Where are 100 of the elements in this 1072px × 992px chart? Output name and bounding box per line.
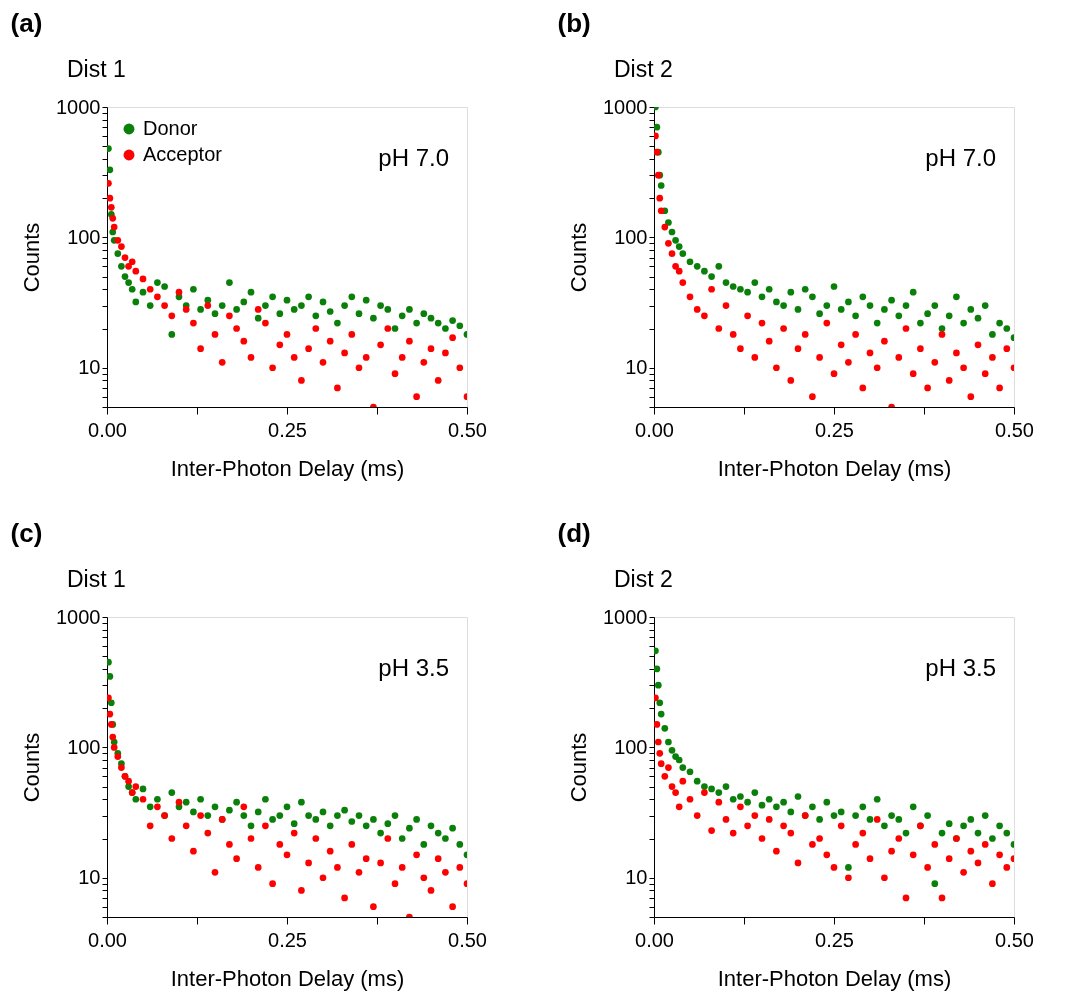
- point: [121, 273, 129, 280]
- point: [809, 841, 816, 848]
- point: [837, 808, 845, 816]
- point: [830, 812, 838, 819]
- point: [283, 803, 291, 811]
- point: [413, 816, 420, 823]
- point: [661, 223, 669, 231]
- point: [816, 835, 823, 842]
- point: [744, 822, 751, 830]
- point: [182, 822, 190, 830]
- point: [981, 841, 989, 848]
- point: [125, 777, 132, 785]
- point: [456, 322, 464, 330]
- point: [661, 772, 669, 780]
- point: [902, 829, 910, 837]
- point: [107, 194, 114, 202]
- point: [434, 855, 442, 863]
- point: [182, 306, 190, 313]
- point: [751, 789, 759, 796]
- y-tick-label: 10: [625, 356, 648, 379]
- point: [109, 733, 117, 741]
- point: [675, 756, 683, 764]
- chart-title: (c): [10, 518, 43, 548]
- point: [247, 835, 255, 842]
- point: [276, 841, 284, 848]
- point: [866, 349, 874, 357]
- point: [348, 818, 356, 825]
- chart-subtitle: Dist 2: [614, 56, 673, 82]
- point: [168, 331, 176, 338]
- point: [1003, 829, 1011, 837]
- point: [656, 749, 664, 757]
- point: [334, 384, 341, 392]
- point: [341, 302, 348, 309]
- point: [780, 798, 787, 806]
- point: [262, 822, 269, 830]
- point: [656, 194, 664, 202]
- point: [765, 337, 773, 345]
- point: [701, 789, 708, 796]
- point: [247, 822, 255, 830]
- point: [996, 384, 1003, 392]
- point: [801, 285, 809, 293]
- point: [902, 302, 910, 309]
- point: [427, 314, 435, 322]
- point: [442, 835, 449, 842]
- point: [945, 377, 953, 384]
- point: [787, 808, 795, 816]
- point: [298, 377, 305, 384]
- point: [132, 783, 140, 790]
- point: [341, 349, 348, 357]
- point: [873, 364, 881, 372]
- point: [161, 283, 168, 290]
- point: [262, 795, 269, 803]
- point: [240, 337, 248, 345]
- point: [175, 288, 183, 296]
- point: [801, 331, 809, 338]
- point: [708, 285, 715, 293]
- point: [751, 279, 759, 286]
- point: [960, 319, 967, 327]
- point: [442, 349, 449, 357]
- point: [989, 835, 996, 842]
- point: [729, 283, 737, 290]
- point: [737, 793, 744, 800]
- point: [305, 345, 312, 353]
- point: [765, 816, 773, 823]
- point: [456, 364, 464, 372]
- point: [654, 665, 661, 673]
- point: [290, 829, 298, 837]
- point: [341, 806, 348, 814]
- point: [398, 864, 406, 871]
- point: [233, 325, 240, 332]
- point: [132, 298, 140, 306]
- point: [693, 812, 701, 819]
- point: [312, 325, 320, 332]
- point: [665, 239, 672, 247]
- point: [881, 306, 888, 313]
- point: [693, 262, 701, 270]
- point: [114, 250, 122, 258]
- point: [665, 219, 672, 226]
- point: [355, 869, 363, 876]
- x-axis-title: Inter-Photon Delay (ms): [170, 455, 405, 481]
- point: [737, 345, 744, 353]
- y-tick-label: 100: [614, 735, 648, 758]
- point: [449, 903, 456, 911]
- point: [114, 236, 122, 244]
- point: [118, 262, 125, 270]
- point: [909, 851, 917, 859]
- point: [276, 341, 284, 349]
- point: [675, 267, 683, 275]
- point: [675, 803, 683, 811]
- point: [668, 250, 676, 258]
- point: [326, 308, 334, 315]
- point: [168, 835, 176, 842]
- point: [830, 283, 838, 290]
- point: [406, 824, 413, 832]
- point: [924, 864, 931, 871]
- point: [362, 855, 370, 863]
- point: [226, 806, 233, 814]
- point: [218, 359, 226, 366]
- point: [334, 319, 341, 327]
- point: [391, 325, 399, 332]
